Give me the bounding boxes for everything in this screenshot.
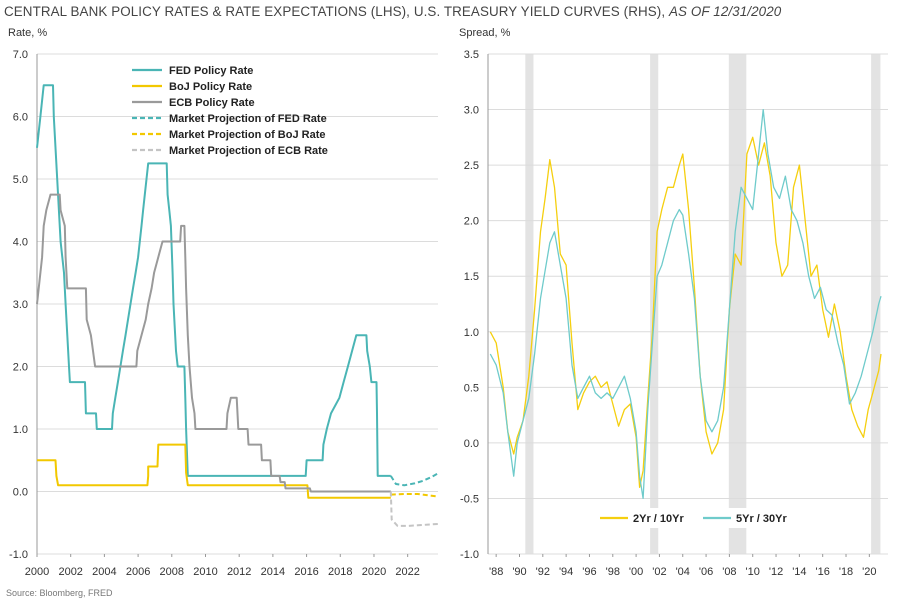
legend-label: Market Projection of ECB Rate (169, 145, 328, 157)
chart-2 (487, 53, 888, 557)
x-tick-label: 2000 (25, 566, 49, 578)
x-tick-label: 2020 (362, 566, 386, 578)
x-tick-label: '92 (536, 566, 550, 578)
legend-background (592, 508, 807, 528)
y-tick-label: 0.0 (464, 438, 479, 450)
y-tick-label: 2.0 (464, 216, 479, 228)
x-tick-label: '12 (769, 566, 783, 578)
chart-title-main: CENTRAL BANK POLICY RATES & RATE EXPECTA… (4, 4, 666, 19)
x-tick-label: 2018 (328, 566, 352, 578)
x-tick-label: '14 (792, 566, 806, 578)
x-tick-label: 2002 (58, 566, 82, 578)
legend-label: 2Yr / 10Yr (633, 513, 684, 525)
y-tick-label: 1.5 (464, 271, 479, 283)
y-tick-label: 3.5 (464, 49, 479, 61)
y-tick-label: 3.0 (464, 105, 479, 117)
x-tick-label: '04 (676, 566, 690, 578)
y-tick-label: 1.0 (464, 327, 479, 339)
x-tick-label: '94 (559, 566, 573, 578)
series-line-2yr-10yr (489, 136, 882, 488)
x-tick-label: '00 (629, 566, 643, 578)
y-tick-label: 7.0 (13, 49, 28, 61)
chart-1 (36, 53, 439, 557)
y-tick-label: 0.0 (13, 487, 28, 499)
x-tick-label: '02 (652, 566, 666, 578)
x-tick-label: '16 (816, 566, 830, 578)
x-tick-label: '08 (722, 566, 736, 578)
recession-band (525, 54, 534, 554)
x-tick-label: '96 (582, 566, 596, 578)
x-tick-label: 2016 (294, 566, 318, 578)
recession-band (728, 54, 747, 554)
series-line-boj-policy-rate (37, 443, 391, 499)
x-tick-label: 2006 (126, 566, 150, 578)
source-note: Source: Bloomberg, FRED (6, 588, 113, 598)
recession-band (871, 54, 881, 554)
legend-label: ECB Policy Rate (169, 97, 255, 109)
y-tick-label: 6.0 (13, 112, 28, 124)
legend-label: Market Projection of FED Rate (169, 113, 327, 125)
y-tick-label: 5.0 (13, 174, 28, 186)
x-tick-label: '06 (699, 566, 713, 578)
x-tick-label: 2022 (395, 566, 419, 578)
y-tick-label: 2.5 (464, 160, 479, 172)
y-tick-label: -1.0 (9, 549, 28, 561)
x-tick-label: '90 (512, 566, 526, 578)
x-tick-label: '98 (606, 566, 620, 578)
legend-label: BoJ Policy Rate (169, 81, 252, 93)
y-tick-label: 2.0 (13, 362, 28, 374)
series-line-ecb-policy-rate (36, 193, 391, 493)
legend-label: FED Policy Rate (169, 65, 253, 77)
series-line-5yr-30yr (489, 108, 882, 500)
x-tick-label: 2010 (193, 566, 217, 578)
series-line-fed-policy-rate (36, 84, 391, 477)
y-tick-label: 4.0 (13, 237, 28, 249)
y-tick-label: 1.0 (13, 424, 28, 436)
series-line-market-projection-of-fed-rate (389, 472, 439, 487)
y-axis-label: Rate, % (8, 27, 47, 39)
x-tick-label: 2004 (92, 566, 116, 578)
y-tick-label: 0.5 (464, 382, 479, 394)
x-tick-label: '20 (862, 566, 876, 578)
x-tick-label: '10 (746, 566, 760, 578)
y-tick-label: 3.0 (13, 299, 28, 311)
x-tick-label: 2012 (227, 566, 251, 578)
chart-title-date: AS OF 12/31/2020 (669, 4, 782, 19)
legend-label: Market Projection of BoJ Rate (169, 129, 325, 141)
series-line-market-projection-of-boj-rate (390, 493, 439, 498)
y-tick-label: -1.0 (460, 549, 479, 561)
x-tick-label: 2014 (261, 566, 285, 578)
y-axis-label: Spread, % (459, 27, 511, 39)
x-tick-label: 2008 (160, 566, 184, 578)
x-tick-label: '88 (489, 566, 503, 578)
series-line-market-projection-of-ecb-rate (389, 491, 439, 527)
legend-label: 5Yr / 30Yr (736, 513, 787, 525)
chart-title: CENTRAL BANK POLICY RATES & RATE EXPECTA… (4, 4, 781, 19)
x-tick-label: '18 (839, 566, 853, 578)
y-tick-label: -0.5 (460, 493, 479, 505)
